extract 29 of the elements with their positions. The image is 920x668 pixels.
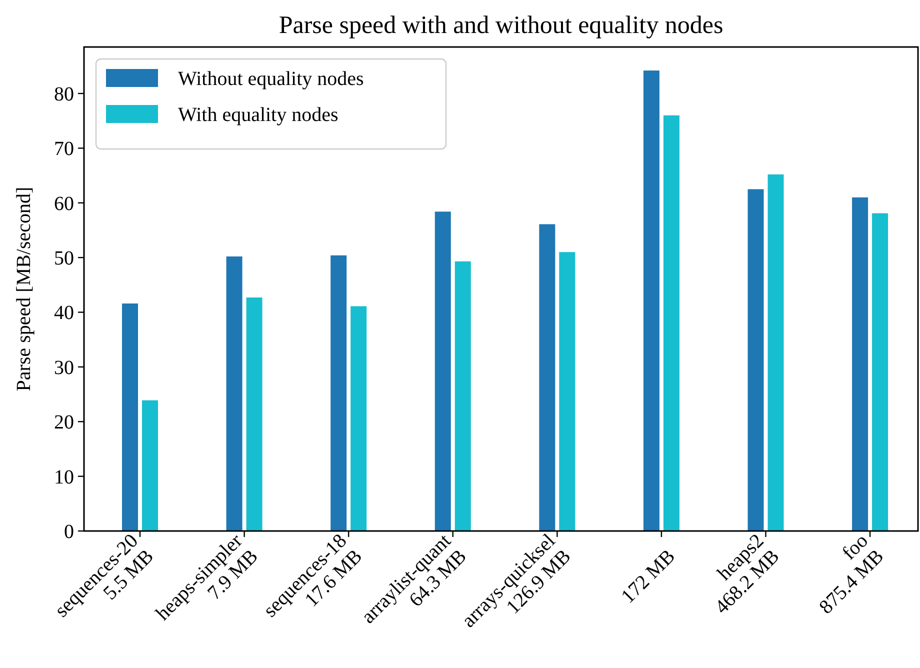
y-tick-label: 20 bbox=[54, 412, 74, 434]
bar bbox=[643, 70, 660, 531]
bar bbox=[663, 115, 680, 531]
y-tick-label: 80 bbox=[54, 83, 74, 106]
y-tick-label: 60 bbox=[54, 192, 74, 215]
bar bbox=[226, 256, 242, 531]
bar bbox=[539, 224, 556, 531]
y-tick-label: 30 bbox=[54, 356, 74, 379]
y-tick-label: 70 bbox=[54, 138, 74, 160]
y-tick-label: 50 bbox=[54, 248, 74, 270]
bar bbox=[330, 255, 347, 531]
y-tick-label: 40 bbox=[54, 302, 74, 324]
bar bbox=[142, 400, 158, 531]
bar bbox=[748, 189, 764, 531]
bar bbox=[434, 212, 451, 531]
chart-title: Parse speed with and without equality nodes bbox=[278, 12, 724, 39]
bar bbox=[350, 306, 367, 531]
bar bbox=[559, 252, 576, 531]
bar bbox=[768, 174, 784, 531]
legend-label: With equality nodes bbox=[178, 104, 338, 126]
bar bbox=[246, 297, 262, 531]
bar bbox=[852, 197, 868, 531]
bar bbox=[872, 213, 888, 531]
y-tick-label: 10 bbox=[54, 466, 74, 488]
legend-label: Without equality nodes bbox=[178, 68, 364, 90]
bar bbox=[122, 303, 138, 531]
y-axis-title: Parse speed [MB/second] bbox=[13, 186, 35, 392]
x-tick-label: 172 MB bbox=[617, 545, 680, 608]
bar bbox=[454, 261, 471, 531]
